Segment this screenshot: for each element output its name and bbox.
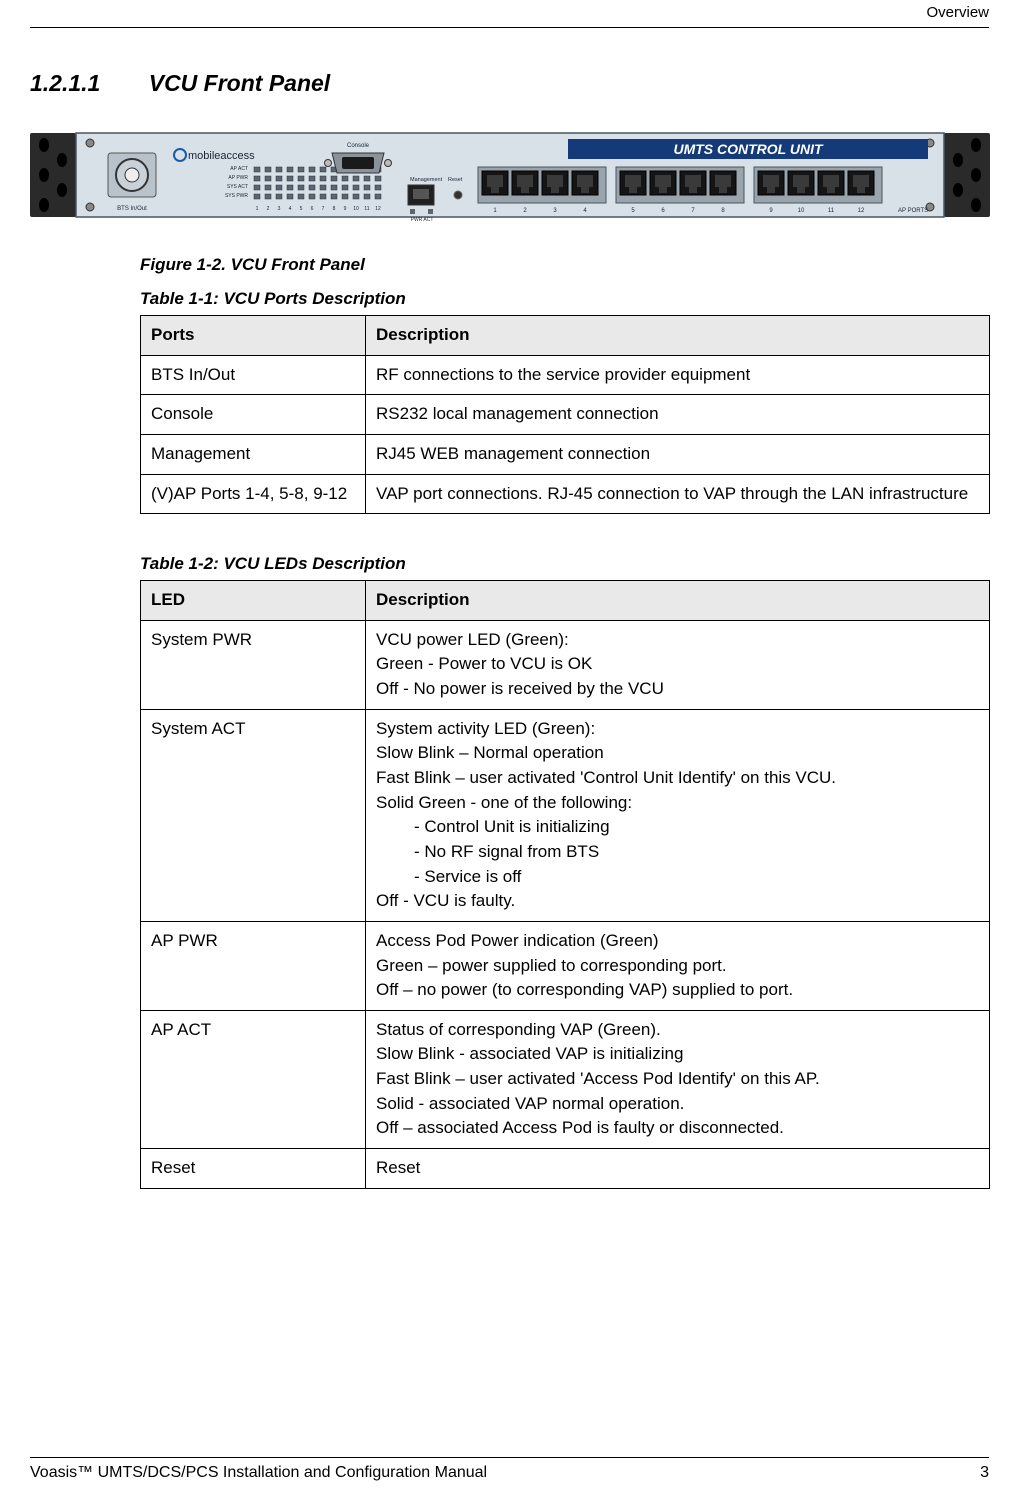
svg-text:AP PWR: AP PWR [228,175,248,181]
table1-caption: Table 1-1: VCU Ports Description [140,289,989,309]
table2-col0: LED [141,581,366,621]
table-cell-led: AP PWR [141,921,366,1010]
svg-text:mobileaccess: mobileaccess [188,150,255,162]
table1-col1: Description [366,316,990,356]
table-cell-desc: RJ45 WEB management connection [366,434,990,474]
svg-text:10: 10 [353,206,359,212]
table-cell-port: BTS In/Out [141,355,366,395]
vcu-front-panel-image: BTS In/Out mobileaccess AP ACT AP PWR SYS AC… [30,125,990,225]
svg-text:8: 8 [333,206,336,212]
ports-table: Ports Description BTS In/OutRF connectio… [140,315,990,514]
svg-text:2: 2 [267,206,270,212]
svg-text:Reset: Reset [448,177,463,183]
svg-text:SYS PWR: SYS PWR [225,193,248,199]
page-header: Overview [30,0,989,28]
footer-right: 3 [980,1464,989,1482]
svg-text:SYS ACT: SYS ACT [227,184,248,190]
footer-left: Voasis™ UMTS/DCS/PCS Installation and Co… [30,1464,487,1482]
svg-text:Management: Management [410,177,443,183]
table2-caption: Table 1-2: VCU LEDs Description [140,554,989,574]
svg-text:7: 7 [322,206,325,212]
svg-text:BTS In/Out: BTS In/Out [117,206,147,212]
leds-table: LED Description System PWRVCU power LED … [140,580,990,1188]
table-cell-led: System PWR [141,620,366,709]
header-text: Overview [926,4,989,21]
svg-text:Console: Console [347,143,370,149]
svg-text:5: 5 [300,206,303,212]
table-cell-port: Management [141,434,366,474]
section-number: 1.2.1.1 [30,70,100,97]
svg-text:3: 3 [278,206,281,212]
svg-text:11: 11 [828,208,835,214]
table-cell-desc: Access Pod Power indication (Green)Green… [366,921,990,1010]
table1-col0: Ports [141,316,366,356]
table-cell-led: System ACT [141,709,366,921]
svg-text:12: 12 [858,208,865,214]
table-cell-port: (V)AP Ports 1-4, 5-8, 9-12 [141,474,366,514]
section-heading: 1.2.1.1 VCU Front Panel [30,70,989,97]
figure-caption: Figure 1-2. VCU Front Panel [140,255,989,275]
svg-text:AP ACT: AP ACT [230,166,248,172]
table-cell-desc: VAP port connections. RJ-45 connection t… [366,474,990,514]
svg-text:9: 9 [344,206,347,212]
table-cell-led: Reset [141,1149,366,1189]
svg-text:AP PORTS: AP PORTS [898,208,928,214]
table-cell-desc: VCU power LED (Green):Green - Power to V… [366,620,990,709]
svg-text:UMTS CONTROL UNIT: UMTS CONTROL UNIT [673,141,824,157]
table-cell-led: AP ACT [141,1010,366,1148]
table2-col1: Description [366,581,990,621]
table-cell-desc: Reset [366,1149,990,1189]
svg-text:1: 1 [256,206,259,212]
svg-text:12: 12 [375,206,381,212]
svg-text:11: 11 [364,206,369,212]
table-cell-desc: RF connections to the service provider e… [366,355,990,395]
page-footer: Voasis™ UMTS/DCS/PCS Installation and Co… [30,1457,989,1482]
table-cell-port: Console [141,395,366,435]
svg-text:10: 10 [798,208,805,214]
svg-text:6: 6 [311,206,314,212]
section-title: VCU Front Panel [149,70,330,96]
table-cell-desc: RS232 local management connection [366,395,990,435]
svg-text:4: 4 [289,206,292,212]
svg-text:PWR ACT: PWR ACT [411,217,434,223]
table-cell-desc: System activity LED (Green):Slow Blink –… [366,709,990,921]
table-cell-desc: Status of corresponding VAP (Green).Slow… [366,1010,990,1148]
